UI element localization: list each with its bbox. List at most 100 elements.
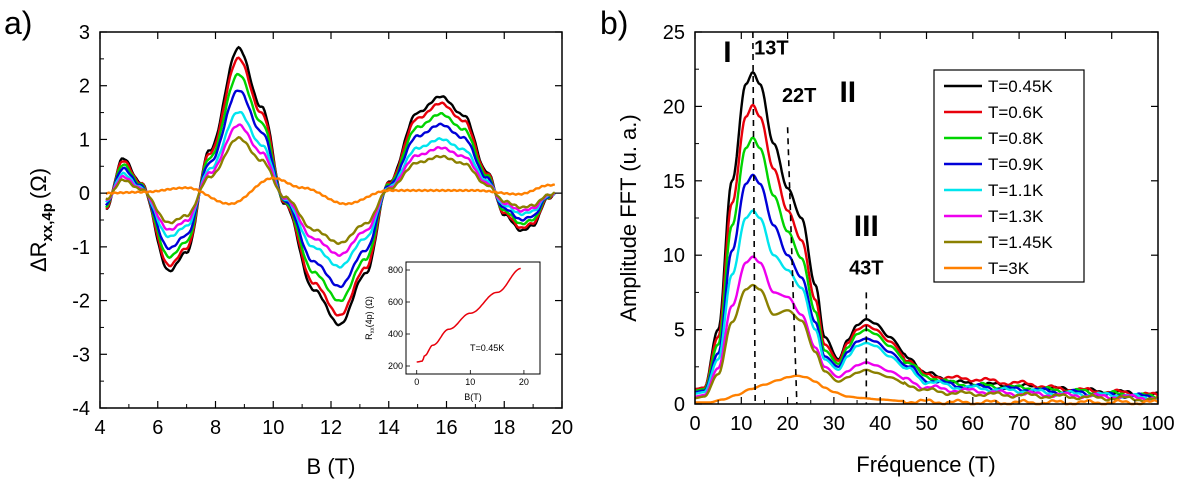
a-y-tick-label: -1 [72, 237, 90, 259]
b-x-tick-label: 60 [962, 413, 984, 435]
dashed-line-2 [786, 127, 798, 405]
panel-b-x-label: Fréquence (T) [856, 452, 995, 477]
annotation-iii: III [854, 210, 879, 243]
series-b-t-0-9k [694, 173, 1159, 400]
series-b-t-1-45k [695, 283, 1159, 403]
panel-a-y-label-unit: (Ω) [26, 168, 51, 199]
a-y-tick-label: 2 [79, 76, 90, 98]
panel-b-label: b) [600, 5, 628, 41]
a-y-tick-label: -3 [72, 344, 90, 366]
inset-y-label: Rxx(4p) (Ω) [364, 296, 376, 340]
b-x-tick-label: 30 [823, 413, 845, 435]
panel-b-ticks: 0 10 20 30 40 50 60 70 80 90 100 0 5 10 15 20 25 [663, 22, 1175, 435]
a-y-tick-label: -2 [72, 291, 90, 313]
inset-x-tick-label: 20 [519, 377, 529, 387]
panel-a-x-label: B (T) [307, 454, 356, 479]
legend-label-t-0-6k: T=0.6K [988, 103, 1044, 122]
a-x-tick-label: 6 [152, 417, 163, 439]
annotation-43t: 43T [849, 258, 883, 280]
legend-label-t-0-9k: T=0.9K [988, 155, 1044, 174]
b-x-tick-label: 20 [776, 413, 798, 435]
annotation-22t: 22T [782, 85, 816, 107]
series-a-t-1-1k [105, 110, 556, 269]
panel-a-y-label-sub: xx,4p [39, 203, 56, 241]
inset-y-label-main: R [364, 333, 374, 340]
b-x-tick-label: 70 [1008, 413, 1030, 435]
a-x-tick-label: 16 [435, 417, 457, 439]
legend-label-t-3k: T=3K [988, 259, 1030, 278]
legend-box [933, 69, 1085, 283]
a-x-tick-label: 10 [262, 417, 284, 439]
legend-label-t-1-45k: T=1.45K [988, 233, 1053, 252]
panel-b-dashed-lines [752, 31, 868, 405]
series-b-t-0-6k [695, 103, 1159, 397]
inset-annotation: T=0.45K [470, 343, 504, 353]
inset-y-label-sub: xx [370, 327, 376, 333]
inset-y-tick-label: 400 [388, 329, 403, 339]
legend-label-t-0-8k: T=0.8K [988, 129, 1044, 148]
b-x-tick-label: 90 [1101, 413, 1123, 435]
b-y-tick-label: 20 [663, 96, 685, 118]
legend-label-t-1-1k: T=1.1K [988, 181, 1044, 200]
inset-frame [405, 261, 541, 375]
b-x-tick-label: 40 [869, 413, 891, 435]
panel-a-label: a) [4, 5, 32, 41]
dashed-line-1 [752, 31, 756, 405]
b-x-tick-label: 10 [730, 413, 752, 435]
panel-a-y-label: ΔRxx,4p (Ω) [26, 168, 56, 272]
inset-x-tick-label: 0 [414, 377, 419, 387]
inset: 0 10 20 200 400 600 800 T=0.45K B(T) Rxx(4p) (… [364, 261, 541, 402]
panel-b-y-label: Amplitude FFT (u. a.) [616, 114, 641, 321]
a-x-tick-label: 20 [551, 417, 573, 439]
a-y-tick-label: 3 [79, 22, 90, 44]
inset-y-tick-label: 800 [388, 265, 403, 275]
legend-label-t-0-45k: T=0.45K [988, 77, 1053, 96]
series-a-t-0-9k [104, 89, 556, 289]
inset-y-tick-label: 200 [388, 361, 403, 371]
b-y-tick-label: 5 [674, 320, 685, 342]
b-y-tick-label: 25 [663, 22, 685, 44]
inset-curve [416, 267, 521, 363]
a-y-tick-label: 0 [79, 183, 90, 205]
a-y-tick-label: -4 [72, 398, 90, 420]
inset-x-tick-label: 10 [465, 377, 475, 387]
inset-ticks: 0 10 20 200 400 600 800 [388, 265, 529, 387]
panel-a-y-label-main: ΔR [26, 241, 51, 272]
a-x-tick-label: 14 [378, 417, 400, 439]
inset-y-label-unit: (4p) (Ω) [364, 296, 374, 327]
series-a-t-0-8k [105, 72, 556, 303]
b-x-tick-label: 80 [1054, 413, 1076, 435]
b-y-tick-label: 0 [674, 394, 685, 416]
series-b-t-0-8k [695, 136, 1159, 400]
inset-plot [416, 267, 521, 363]
b-x-tick-label: 50 [915, 413, 937, 435]
series-a-t-1-3k [105, 123, 556, 257]
legend-items: T=0.45K T=0.6K T=0.8K T=0.9K T=1.1K T=1.3K T=1… [944, 77, 1053, 278]
annotation-i: I [723, 36, 731, 69]
series-b-t-1-1k [694, 209, 1159, 402]
series-b-t-1-3k [694, 255, 1159, 402]
annotation-13t: 13T [754, 37, 788, 59]
inset-y-tick-label: 600 [388, 297, 403, 307]
b-x-tick-label: 100 [1141, 413, 1174, 435]
legend: T=0.45K T=0.6K T=0.8K T=0.9K T=1.1K T=1.3K T=1… [933, 69, 1085, 283]
b-y-tick-label: 10 [663, 245, 685, 267]
legend-label-t-1-3k: T=1.3K [988, 207, 1044, 226]
series-a-t-0-6k [105, 56, 556, 317]
series-a-t-3k [105, 176, 556, 206]
b-x-tick-label: 0 [689, 413, 700, 435]
inset-x-label: B(T) [464, 392, 482, 402]
panel-b: b) 0 10 20 30 40 50 60 70 80 90 100 0 5 10 15 20 25 I 13T… [600, 5, 1175, 477]
panel-b-frame [694, 31, 1159, 405]
b-y-tick-label: 15 [663, 171, 685, 193]
a-x-tick-label: 8 [210, 417, 221, 439]
annotation-ii: II [839, 76, 856, 109]
a-x-tick-label: 12 [320, 417, 342, 439]
a-x-tick-label: 18 [493, 417, 515, 439]
a-y-tick-label: 1 [79, 129, 90, 151]
series-a-t-1-45k [105, 136, 556, 246]
